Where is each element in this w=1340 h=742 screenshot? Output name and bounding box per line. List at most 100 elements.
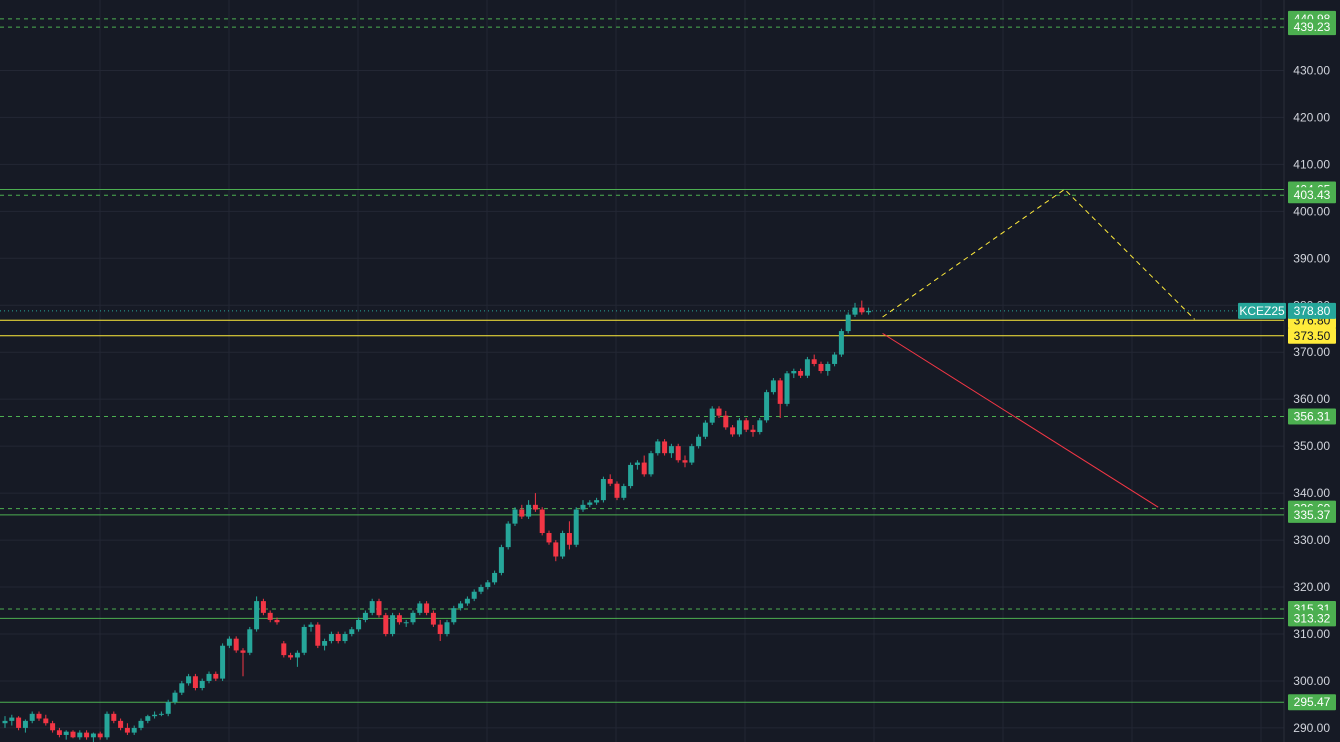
- candle-body: [267, 612, 273, 620]
- price-axis[interactable]: 290.00 300.00 310.00 320.00 330.00 340.00 350.…: [1293, 63, 1330, 734]
- level-price-label: 373.50: [1294, 329, 1331, 343]
- candle-body: [512, 509, 518, 524]
- candle-body: [192, 676, 198, 688]
- candle-body: [478, 587, 484, 592]
- candle-body: [97, 733, 103, 738]
- candle-body: [226, 638, 232, 646]
- candle-body: [689, 446, 695, 463]
- candle-body: [369, 601, 375, 613]
- candle-body: [179, 683, 185, 693]
- candle-body: [124, 727, 130, 733]
- candle-body: [709, 408, 715, 423]
- candle-body: [532, 504, 538, 510]
- candle-body: [770, 380, 776, 393]
- horizontal-levels: [0, 18, 1284, 703]
- candle-body: [328, 633, 334, 642]
- y-tick-label: 350.00: [1293, 439, 1330, 453]
- candle-body: [56, 730, 62, 735]
- y-tick-label: 330.00: [1293, 533, 1330, 547]
- candle-body: [240, 650, 246, 653]
- projection-lines: [882, 188, 1195, 508]
- candle-body: [764, 392, 770, 421]
- candle-body: [118, 720, 124, 728]
- candle-body: [566, 533, 572, 545]
- candle-body: [138, 720, 144, 728]
- candle-body: [471, 591, 477, 599]
- y-tick-label: 390.00: [1293, 251, 1330, 265]
- candle-body: [594, 500, 600, 503]
- candle-body: [349, 629, 355, 634]
- level-price-label: 313.32: [1294, 611, 1331, 625]
- candle-body: [519, 509, 525, 517]
- candle-body: [424, 603, 430, 613]
- candle-body: [356, 619, 362, 630]
- y-tick-label: 310.00: [1293, 627, 1330, 641]
- candle-body: [22, 720, 28, 728]
- candle-body: [50, 723, 56, 731]
- candle-body: [322, 641, 328, 646]
- candle-body: [634, 462, 640, 465]
- candle-body: [628, 464, 634, 487]
- candle-body: [825, 363, 831, 371]
- candle-body: [396, 615, 402, 623]
- symbol-label: KCEZ25: [1239, 304, 1285, 318]
- candle-body: [165, 702, 171, 714]
- candle-body: [600, 479, 606, 501]
- candle-body: [16, 717, 22, 728]
- candle-body: [464, 598, 470, 604]
- candle-body: [233, 638, 239, 651]
- candle-body: [458, 603, 464, 609]
- candle-body: [580, 504, 586, 510]
- candle-body: [546, 533, 552, 543]
- y-tick-label: 340.00: [1293, 486, 1330, 500]
- level-price-tag: [1288, 694, 1336, 711]
- candle-body: [77, 732, 83, 738]
- candle-body: [492, 572, 498, 583]
- candle-body: [614, 483, 620, 498]
- level-price-label: 439.23: [1294, 20, 1331, 34]
- candle-body: [838, 331, 844, 355]
- candle-body: [451, 608, 457, 623]
- candle-body: [498, 547, 504, 573]
- candle-body: [104, 713, 110, 738]
- y-tick-label: 420.00: [1293, 110, 1330, 124]
- level-price-tag: [1288, 506, 1336, 523]
- candle-body: [757, 420, 763, 433]
- candle-body: [736, 420, 742, 435]
- candle-body: [90, 733, 96, 738]
- candle-body: [811, 359, 817, 364]
- candle-body: [798, 371, 804, 376]
- candle-body: [430, 612, 436, 625]
- candle-body: [573, 509, 579, 545]
- candle-body: [131, 727, 137, 733]
- last-price-tag: [1288, 302, 1336, 319]
- candle-body: [308, 624, 314, 627]
- level-price-label: 356.31: [1294, 410, 1331, 424]
- candle-body: [859, 307, 865, 313]
- candle-body: [362, 612, 368, 620]
- candle-body: [743, 420, 749, 430]
- candle-body: [9, 717, 15, 721]
- candle-body: [784, 373, 790, 404]
- candle-body: [301, 626, 307, 653]
- candle-body: [641, 462, 647, 475]
- candle-body: [539, 509, 545, 534]
- candle-body: [29, 713, 35, 721]
- candle-body: [832, 354, 838, 364]
- y-tick-label: 400.00: [1293, 204, 1330, 218]
- candle-body: [36, 713, 42, 719]
- candle-body: [648, 453, 654, 475]
- candle-body: [383, 615, 389, 634]
- candle-body: [682, 460, 688, 463]
- candle-body: [655, 441, 661, 454]
- candle-body: [247, 629, 253, 653]
- level-price-label: 295.47: [1294, 695, 1331, 709]
- candle-body: [777, 380, 783, 404]
- candle-body: [172, 692, 178, 703]
- candle-body: [342, 633, 348, 642]
- candle-body: [804, 359, 810, 376]
- candle-body: [730, 427, 736, 435]
- candle-body: [852, 307, 858, 315]
